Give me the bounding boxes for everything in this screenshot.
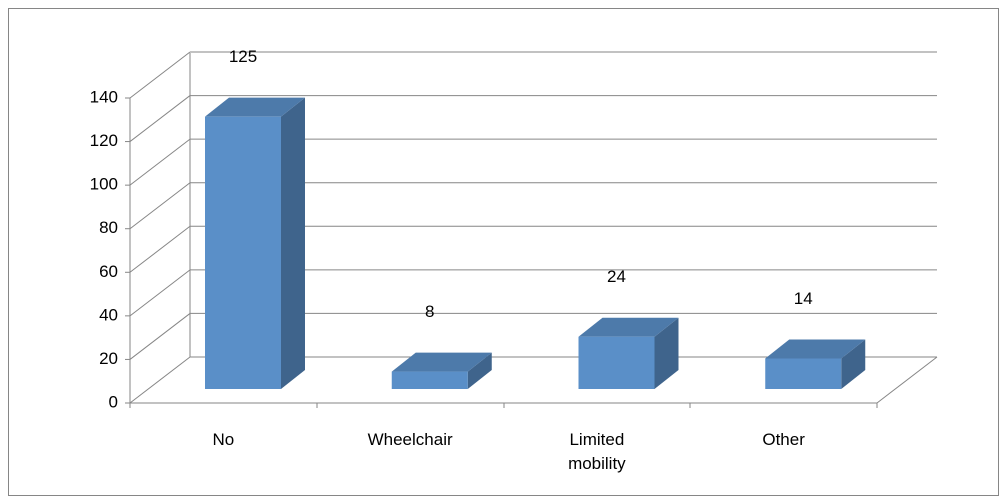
bar-top — [765, 339, 866, 359]
y-tick-label: 40 — [99, 305, 118, 324]
y-tick-label: 20 — [99, 349, 118, 368]
grid-line — [129, 225, 191, 273]
y-tick-label: 100 — [90, 175, 118, 194]
bar — [391, 371, 468, 389]
bar-side — [467, 352, 492, 389]
x-tick-label: Other — [762, 430, 805, 449]
bar-side — [654, 317, 679, 389]
y-tick-label: 80 — [99, 218, 118, 237]
data-label: 8 — [425, 302, 434, 321]
x-tick-label: Limited mobility — [568, 430, 626, 473]
grid-line — [129, 138, 191, 186]
floor-edge — [876, 356, 938, 404]
bar-side — [281, 97, 305, 389]
bar-top — [205, 97, 305, 117]
bar-side — [841, 339, 866, 389]
bar-top — [391, 352, 492, 372]
chart-border — [8, 8, 999, 496]
x-tick-label: Wheelchair — [367, 430, 453, 449]
grid-line — [129, 313, 191, 360]
data-label: 24 — [607, 267, 626, 286]
bar — [205, 116, 281, 389]
data-label: 14 — [794, 289, 813, 308]
y-tick-label: 140 — [90, 87, 118, 106]
bar-top — [578, 317, 679, 337]
bar — [765, 358, 842, 389]
y-tick-label: 120 — [90, 131, 118, 150]
y-tick-label: 0 — [109, 392, 118, 411]
grid-line — [129, 182, 191, 230]
grid-line — [129, 51, 191, 99]
x-tick-label: No — [212, 430, 235, 449]
bar — [578, 336, 655, 389]
data-label: 125 — [229, 47, 257, 66]
axes-frame — [129, 53, 938, 408]
grid-line — [129, 95, 191, 142]
y-tick-label: 60 — [99, 262, 118, 281]
grid-line — [129, 269, 191, 317]
grid-line — [129, 356, 191, 404]
